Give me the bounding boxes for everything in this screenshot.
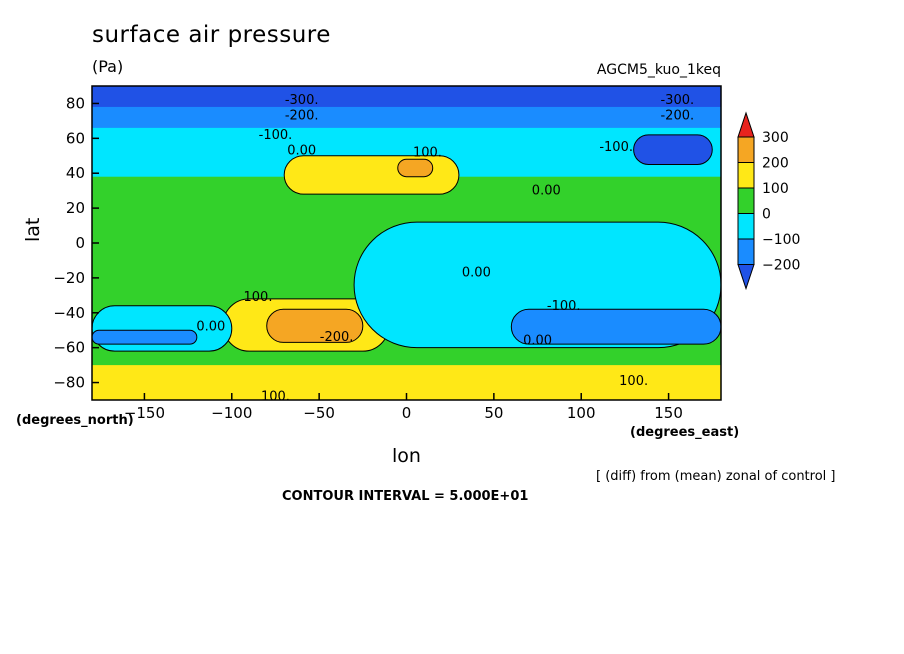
contour-region-3 — [92, 86, 721, 107]
contour-label: -100. — [259, 128, 293, 143]
contour-label: 100. — [413, 145, 442, 160]
y-axis-label: lat — [22, 217, 44, 242]
colorbar-segment — [737, 136, 755, 163]
x-axis-label: lon — [392, 445, 421, 467]
x-unit-label: (degrees_east) — [630, 425, 740, 440]
colorbar: 300 200 100 0 −100 −200 — [737, 111, 800, 291]
contour-label: -200. — [320, 330, 354, 345]
contour-region-4 — [283, 155, 460, 195]
x-tick-label: 50 — [484, 404, 503, 422]
y-tick-label: 0 — [75, 234, 85, 252]
contour-label: 0.00 — [287, 144, 316, 159]
x-tick-label: −50 — [303, 404, 335, 422]
y-tick-label: −40 — [53, 304, 85, 322]
contour-region-7 — [266, 308, 364, 343]
colorbar-segment — [737, 213, 755, 240]
y-tick-label: 60 — [66, 129, 85, 147]
run-label: AGCM5_kuo_1keq — [596, 62, 721, 78]
colorbar-label: −200 — [762, 258, 800, 274]
contour-label: -200. — [285, 109, 319, 124]
colorbar-label: 0 — [762, 207, 771, 223]
colorbar-segment — [737, 162, 755, 189]
colorbar-top-arrow — [737, 111, 755, 138]
contour-label: -300. — [285, 93, 319, 108]
contour-region-5 — [397, 158, 434, 178]
contour-label: 0.00 — [462, 266, 491, 281]
colorbar-bottom-arrow — [737, 264, 755, 291]
contour-label: 100. — [244, 290, 273, 305]
x-tick-label: −100 — [211, 404, 252, 422]
contour-label: 0.00 — [532, 184, 561, 199]
colorbar-segment — [737, 238, 755, 265]
difference-note: [ (diff) from (mean) zonal of control ] — [596, 469, 836, 484]
y-tick-label: −60 — [53, 339, 85, 357]
y-tick-label: 80 — [66, 94, 85, 112]
colorbar-label: −100 — [762, 232, 800, 248]
contour-label: -100. — [547, 299, 581, 314]
contour-label: -100. — [599, 140, 633, 155]
contour-region-11 — [510, 308, 721, 345]
contour-region-13 — [633, 134, 713, 166]
x-tick-label: 100 — [567, 404, 596, 422]
contour-label: -300. — [660, 93, 694, 108]
contour-labels: -300. -300.-200. -200.-100.-100.0.000.0010… — [196, 93, 694, 405]
contour-label: 0.00 — [523, 334, 552, 349]
y-tick-label: −20 — [53, 269, 85, 287]
colorbar-label: 100 — [762, 181, 789, 197]
contour-label: 100. — [261, 390, 290, 405]
contour-label: 0.00 — [196, 320, 225, 335]
units-label: (Pa) — [92, 57, 124, 76]
y-tick-label: −80 — [53, 374, 85, 392]
contour-label: -200. — [660, 109, 694, 124]
filled-contour-regions — [92, 86, 721, 400]
y-axis: 80 60 40 20 0 −20 −40 −60 −80 — [53, 94, 99, 392]
y-tick-label: 40 — [66, 164, 85, 182]
contour-label: 100. — [619, 374, 648, 389]
colorbar-label: 300 — [762, 130, 789, 146]
contour-region-12 — [92, 329, 198, 345]
colorbar-segment — [737, 187, 755, 214]
x-tick-label: −150 — [124, 404, 165, 422]
chart-title: surface air pressure — [92, 22, 331, 48]
x-tick-label: 0 — [402, 404, 412, 422]
x-axis: −150 −100 −50 0 50 100 150 — [124, 393, 683, 422]
y-unit-label: (degrees_north) — [16, 413, 134, 428]
contour-interval: CONTOUR INTERVAL = 5.000E+01 — [282, 489, 529, 504]
x-tick-label: 150 — [654, 404, 683, 422]
colorbar-label: 200 — [762, 156, 789, 172]
y-tick-label: 20 — [66, 199, 85, 217]
